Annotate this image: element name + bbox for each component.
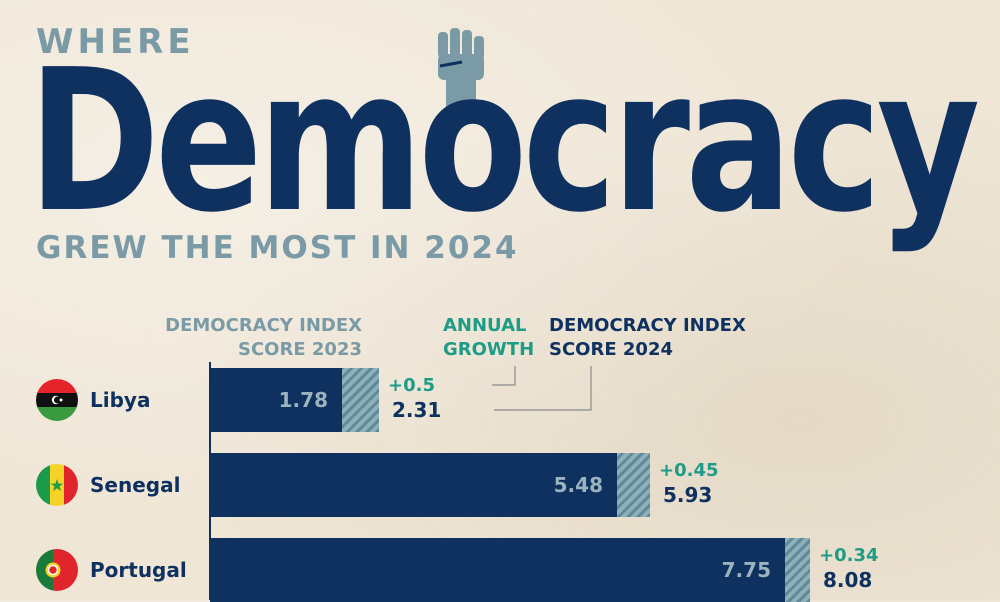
- value-label-2023-libya: 1.78: [278, 388, 328, 412]
- legend-annual-growth-line-1: ANNUAL: [443, 315, 527, 336]
- bar-growth-senegal: [617, 453, 650, 517]
- legend-score-2023-line-2: SCORE 2023: [238, 339, 362, 360]
- bar-2023-portugal: [210, 538, 785, 602]
- legend-score-2024: DEMOCRACY INDEX SCORE 2024: [549, 314, 759, 362]
- bar-2023-senegal: [210, 453, 617, 517]
- bar-2023-libya: [210, 368, 342, 432]
- legend-score-2023-line-1: DEMOCRACY INDEX: [165, 315, 362, 336]
- country-label-portugal: Portugal: [90, 558, 187, 582]
- portugal-flag-icon: [36, 549, 78, 591]
- score-2024-label-senegal: 5.93: [663, 483, 713, 507]
- legend-score-2024-line-1: DEMOCRACY INDEX: [549, 315, 746, 336]
- headline: Democracy: [28, 28, 980, 256]
- score-2024-label-portugal: 8.08: [823, 568, 873, 592]
- growth-label-senegal: +0.45: [659, 460, 719, 481]
- libya-flag-icon: [36, 379, 78, 421]
- subtitle: GREW THE MOST IN 2024: [36, 230, 519, 266]
- score-2024-label-libya: 2.31: [392, 398, 442, 422]
- legend-annual-growth: ANNUAL GROWTH: [443, 314, 653, 362]
- value-label-2023-portugal: 7.75: [721, 558, 771, 582]
- legend-annual-growth-line-2: GROWTH: [443, 339, 535, 360]
- eyebrow-title: WHERE: [36, 22, 195, 62]
- bar-growth-libya: [342, 368, 379, 432]
- growth-label-libya: +0.5: [388, 375, 435, 396]
- bar-growth-portugal: [785, 538, 810, 602]
- legend-score-2023: DEMOCRACY INDEX SCORE 2023: [150, 314, 362, 362]
- value-label-2023-senegal: 5.48: [553, 473, 603, 497]
- legend-score-2024-line-2: SCORE 2024: [549, 339, 673, 360]
- country-label-libya: Libya: [90, 388, 151, 412]
- country-label-senegal: Senegal: [90, 473, 181, 497]
- raised-fist-icon: [438, 28, 484, 110]
- growth-label-portugal: +0.34: [819, 545, 879, 566]
- senegal-flag-icon: [36, 464, 78, 506]
